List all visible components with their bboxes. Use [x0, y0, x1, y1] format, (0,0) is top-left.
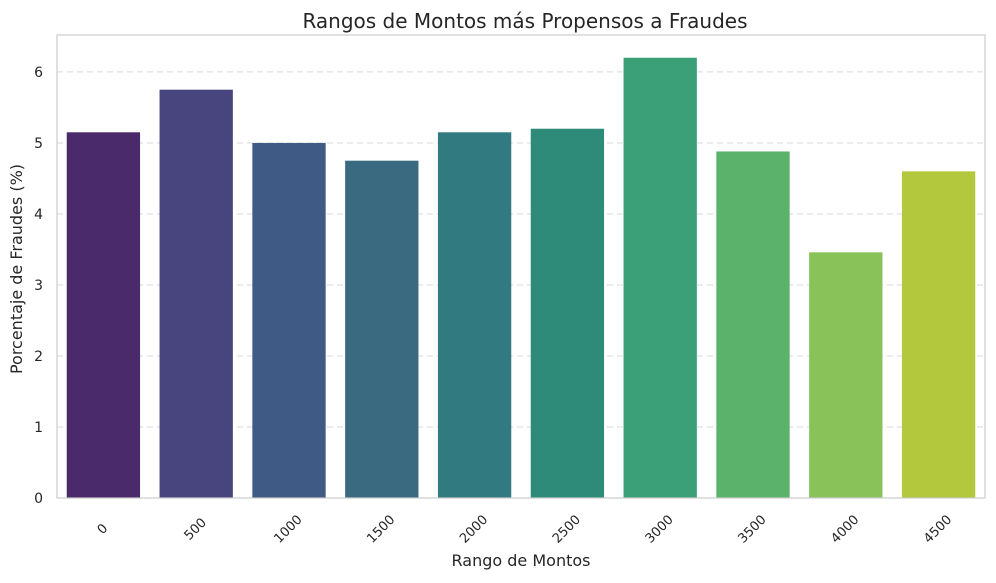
- x-tick-label: 0: [95, 521, 111, 537]
- bar: [345, 160, 419, 498]
- x-tick-label: 500: [182, 515, 210, 543]
- x-tick-label: 4000: [828, 513, 862, 547]
- bar: [809, 252, 883, 498]
- x-tick-labels: 0 500 1000 1500 2000 2500 3000 3500 4000 4500: [95, 513, 955, 547]
- x-tick-label: 2500: [550, 513, 584, 547]
- y-tick-label: 0: [34, 491, 43, 507]
- y-tick-label: 6: [34, 65, 43, 81]
- x-tick-label: 4500: [921, 513, 955, 547]
- x-axis-label: Rango de Montos: [452, 551, 591, 570]
- y-axis-label: Porcentaje de Fraudes (%): [7, 164, 26, 374]
- x-tick-label: 1500: [364, 513, 398, 547]
- y-tick-label: 1: [34, 420, 43, 436]
- bar: [159, 89, 233, 499]
- x-tick-label: 3000: [643, 513, 677, 547]
- x-tick-label: 1000: [272, 513, 306, 547]
- bar: [437, 132, 512, 498]
- bar: [716, 151, 790, 498]
- bar: [252, 142, 326, 498]
- y-tick-label: 5: [34, 136, 43, 152]
- x-tick-label: 3500: [736, 513, 770, 547]
- bar: [623, 57, 697, 498]
- chart-title: Rangos de Montos más Propensos a Fraudes: [302, 9, 747, 33]
- y-tick-labels: 0 1 2 3 4 5 6: [34, 65, 43, 507]
- y-tick-label: 2: [34, 349, 43, 365]
- plot-frame: [56, 34, 986, 499]
- bars: [66, 57, 976, 499]
- y-tick-label: 4: [34, 207, 43, 223]
- bar: [530, 128, 605, 498]
- bar: [66, 132, 141, 498]
- bar: [901, 171, 976, 498]
- x-tick-label: 2000: [457, 513, 491, 547]
- y-tick-label: 3: [34, 278, 43, 294]
